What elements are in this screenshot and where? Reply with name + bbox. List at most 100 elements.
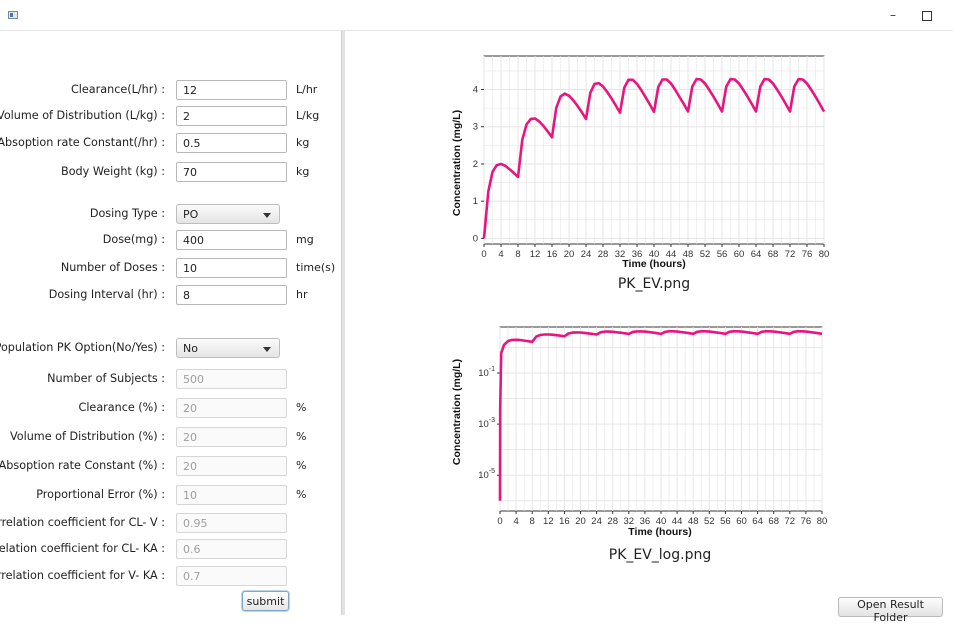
x-tick-label: 72 [785, 249, 796, 260]
dosing-type-label: Dosing Type : [89, 207, 165, 220]
number-of-doses-unit: time(s) [296, 261, 336, 274]
concentration-series-line [498, 330, 823, 501]
prop-error-input[interactable] [176, 485, 287, 505]
absorption-pct-label: Absoption rate Constant (%) : [0, 459, 165, 472]
volume-pct-unit: % [296, 430, 307, 443]
number-of-doses-input[interactable] [176, 258, 287, 278]
y-tick-label: 1 [473, 196, 478, 207]
chart1-xlabel: Time (hours) [622, 258, 685, 270]
x-tick-label: 60 [734, 249, 745, 260]
chart1-ylabel: Concentration (mg/L) [451, 110, 463, 216]
x-tick-label: 60 [736, 516, 747, 527]
dose-label: Dose(mg) : [102, 233, 165, 246]
chart2-ylabel: Concentration (mg/L) [451, 359, 463, 465]
dosing-interval-unit: hr [296, 288, 308, 301]
absorption-unit: kg [296, 136, 310, 149]
y-tick-label: 2 [473, 159, 478, 170]
concentration-series-line [482, 77, 826, 239]
x-tick-label: 4 [513, 516, 518, 527]
x-tick-label: 44 [672, 516, 683, 527]
y-tick-label: 4 [473, 85, 478, 96]
concentration-chart: Concentration (mg/L) Time (hours) 0 4 8 12 1… [451, 55, 829, 270]
number-of-doses-row: Number of Doses : time(s) [0, 258, 341, 280]
x-tick-label: 12 [530, 249, 541, 260]
volume-label: Volume of Distribution (L/kg) : [0, 109, 165, 122]
x-tick-label: 32 [624, 516, 635, 527]
y-tick-label: 10-5 [478, 468, 495, 481]
corr-v-ka-label: Correlation coefficient for V- KA : [0, 569, 165, 582]
clearance-pct-input[interactable] [176, 398, 287, 418]
clearance-row: Clearance(L/hr) : L/hr [0, 80, 341, 102]
x-tick-label: 12 [543, 516, 554, 527]
y-tick-label: 10-1 [478, 366, 495, 379]
pop-option-row: Population PK Option(No/Yes) : No [0, 338, 341, 360]
x-tick-label: 20 [564, 249, 575, 260]
x-tick-label: 24 [581, 249, 592, 260]
x-tick-label: 68 [768, 249, 779, 260]
corr-cl-ka-label: Correlation coefficient for CL- KA : [0, 542, 165, 555]
dosing-interval-label: Dosing Interval (hr) : [48, 288, 165, 301]
pop-option-select[interactable]: No [176, 338, 280, 358]
x-tick-label: 0 [481, 249, 486, 260]
x-tick-label: 52 [704, 516, 715, 527]
maximize-icon [922, 11, 932, 21]
body-weight-row: Body Weight (kg) : kg [0, 162, 341, 184]
y-tick-label: 3 [473, 122, 478, 133]
clearance-pct-label: Clearance (%) : [78, 401, 165, 414]
absorption-pct-input[interactable] [176, 456, 287, 476]
dosing-type-select[interactable]: PO [176, 204, 280, 224]
corr-v-ka-input[interactable] [176, 566, 287, 586]
volume-pct-input[interactable] [176, 427, 287, 447]
volume-unit: L/kg [296, 109, 320, 122]
x-tick-label: 24 [591, 516, 602, 527]
chart2-caption: PK_EV_log.png [608, 547, 712, 563]
split-pane-divider[interactable] [341, 31, 345, 615]
subjects-label: Number of Subjects : [47, 372, 165, 385]
prop-error-unit: % [296, 488, 307, 501]
absorption-label: Absoption rate Constant(/hr) : [0, 136, 165, 149]
dosing-type-row: Dosing Type : PO [0, 204, 341, 226]
title-bar: – [0, 0, 953, 31]
corr-cl-v-input[interactable] [176, 513, 287, 533]
open-result-folder-button[interactable]: Open Result Folder [838, 597, 943, 624]
x-tick-label: 28 [598, 249, 609, 260]
x-tick-label: 16 [547, 249, 558, 260]
x-tick-label: 56 [717, 249, 728, 260]
clearance-input[interactable] [176, 80, 287, 100]
x-tick-label: 0 [497, 516, 502, 527]
absorption-input[interactable] [176, 133, 287, 153]
corr-v-ka-row: Correlation coefficient for V- KA : [0, 566, 341, 588]
dose-input[interactable] [176, 230, 287, 250]
x-tick-label: 80 [817, 516, 828, 527]
dose-row: Dose(mg) : mg [0, 230, 341, 252]
dosing-interval-input[interactable] [176, 285, 287, 305]
x-tick-label: 68 [768, 516, 779, 527]
dosing-interval-row: Dosing Interval (hr) : hr [0, 285, 341, 307]
volume-pct-row: Volume of Distribution (%) : % [0, 427, 341, 449]
x-tick-label: 4 [498, 249, 503, 260]
volume-input[interactable] [176, 106, 287, 126]
body-weight-input[interactable] [176, 162, 287, 182]
subjects-input[interactable] [176, 369, 287, 389]
clearance-pct-row: Clearance (%) : % [0, 398, 341, 420]
x-tick-label: 48 [688, 516, 699, 527]
x-tick-label: 52 [700, 249, 711, 260]
submit-button[interactable]: submit [242, 591, 289, 611]
x-tick-label: 28 [607, 516, 618, 527]
corr-cl-ka-input[interactable] [176, 539, 287, 559]
x-tick-label: 36 [640, 516, 651, 527]
minimize-button[interactable]: – [890, 8, 896, 22]
x-tick-label: 16 [559, 516, 570, 527]
corr-cl-v-row: Correlation coefficient for CL- V : [0, 513, 341, 535]
results-panel: Concentration (mg/L) Time (hours) 0 4 8 12 1… [345, 31, 953, 624]
x-tick-label: 44 [666, 249, 677, 260]
body-weight-unit: kg [296, 165, 310, 178]
x-tick-label: 64 [752, 516, 763, 527]
pop-option-label: Population PK Option(No/Yes) : [0, 341, 165, 354]
input-form-panel: Clearance(L/hr) : L/hr Volume of Distrib… [0, 31, 341, 615]
dosing-type-value: PO [183, 208, 199, 221]
maximize-button[interactable] [916, 6, 938, 24]
x-tick-label: 48 [683, 249, 694, 260]
y-tick-label: 10-3 [478, 417, 495, 430]
chevron-down-icon [263, 347, 271, 352]
